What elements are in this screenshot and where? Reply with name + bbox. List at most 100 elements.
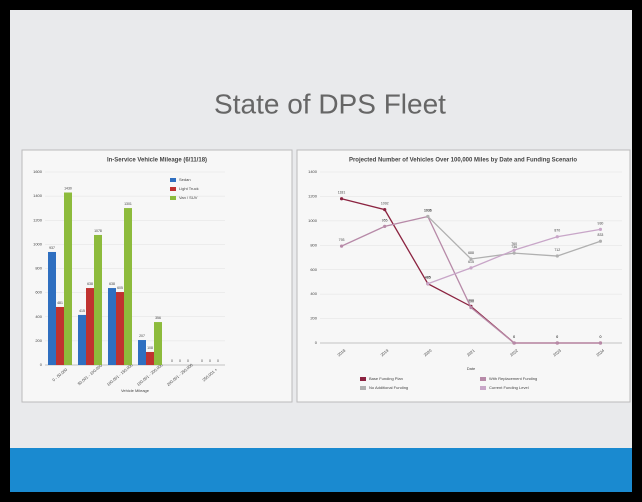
value-label: 955 xyxy=(382,218,388,222)
legend-label: Light Truck xyxy=(179,186,199,191)
value-label: 1301 xyxy=(124,202,132,206)
y-tick-label: 1000 xyxy=(33,241,43,246)
legend-swatch xyxy=(170,178,176,182)
bar xyxy=(48,252,56,365)
value-label: 485 xyxy=(425,276,431,280)
chart-title: In-Service Vehicle Mileage (6/11/18) xyxy=(107,158,207,164)
point xyxy=(340,197,343,200)
y-tick-label: 600 xyxy=(35,290,42,295)
x-axis-label: Vehicle Mileage xyxy=(121,388,150,393)
bar xyxy=(56,307,64,365)
value-label: 0 xyxy=(217,359,219,363)
value-label: 0 xyxy=(201,359,203,363)
point xyxy=(426,282,429,285)
value-label: 605 xyxy=(117,286,123,290)
bar xyxy=(94,235,102,365)
value-label: 207 xyxy=(139,334,145,338)
point xyxy=(513,249,516,252)
legend-label: Current Funding Level xyxy=(489,385,529,390)
value-label: 0 xyxy=(171,359,173,363)
value-label: 1078 xyxy=(94,229,102,233)
point xyxy=(513,341,516,344)
value-label: 1036 xyxy=(424,208,432,212)
point xyxy=(513,252,516,255)
bar xyxy=(146,352,154,365)
legend-label: Sedan xyxy=(179,177,191,182)
legend-swatch xyxy=(480,377,486,381)
legend-label: Van / SUV xyxy=(179,195,198,200)
y-tick-label: 400 xyxy=(310,291,317,296)
value-label: 688 xyxy=(468,251,474,255)
legend-label: Base Funding Plan xyxy=(369,376,403,381)
value-label: 638 xyxy=(109,282,115,286)
bar xyxy=(124,208,132,365)
legend-label: No Additional Funding xyxy=(369,385,408,390)
value-label: 0 xyxy=(599,335,601,339)
chart-frame xyxy=(297,150,630,402)
y-tick-label: 1400 xyxy=(308,169,318,174)
legend-label: With Replacement Funding xyxy=(489,376,537,381)
point xyxy=(469,266,472,269)
bar xyxy=(78,315,86,365)
y-tick-label: 1200 xyxy=(33,217,43,222)
legend-swatch xyxy=(480,386,486,390)
bar xyxy=(138,340,146,365)
value-label: 1430 xyxy=(64,186,72,190)
point xyxy=(469,306,472,309)
x-axis-label: Date xyxy=(467,366,476,371)
value-label: 760 xyxy=(511,242,517,246)
point xyxy=(340,245,343,248)
legend-swatch xyxy=(170,196,176,200)
value-label: 930 xyxy=(598,221,604,225)
value-label: 1092 xyxy=(381,202,389,206)
point xyxy=(556,341,559,344)
y-tick-label: 800 xyxy=(310,242,317,247)
value-label: 712 xyxy=(554,248,560,252)
value-label: 937 xyxy=(49,246,55,250)
chart-title: Projected Number of Vehicles Over 100,00… xyxy=(349,158,577,164)
value-label: 356 xyxy=(155,316,161,320)
point xyxy=(383,225,386,228)
point xyxy=(556,254,559,257)
point xyxy=(599,341,602,344)
value-label: 415 xyxy=(79,309,85,313)
bar xyxy=(86,288,94,365)
value-label: 0 xyxy=(209,359,211,363)
legend-swatch xyxy=(360,377,366,381)
point xyxy=(556,235,559,238)
point xyxy=(426,215,429,218)
slide: State of DPS Fleet In-Service Vehicle Mi… xyxy=(0,0,642,502)
value-label: 638 xyxy=(87,282,93,286)
bar xyxy=(116,292,124,365)
y-tick-label: 1600 xyxy=(33,169,43,174)
value-label: 793 xyxy=(339,238,345,242)
slide-title: State of DPS Fleet xyxy=(214,88,446,119)
value-label: 0 xyxy=(179,359,181,363)
page: State of DPS Fleet In-Service Vehicle Mi… xyxy=(0,0,642,502)
bar xyxy=(108,288,116,365)
point xyxy=(599,240,602,243)
bar xyxy=(64,193,72,365)
bar xyxy=(154,322,162,365)
value-label: 108 xyxy=(147,346,153,350)
footer-band xyxy=(10,448,632,492)
value-label: 870 xyxy=(554,229,560,233)
value-label: 0 xyxy=(556,335,558,339)
y-tick-label: 1000 xyxy=(308,218,318,223)
value-label: 0 xyxy=(187,359,189,363)
value-label: 1181 xyxy=(338,191,346,195)
legend-swatch xyxy=(360,386,366,390)
value-label: 615 xyxy=(468,260,474,264)
y-tick-label: 1200 xyxy=(308,193,318,198)
y-tick-label: 200 xyxy=(35,338,42,343)
y-tick-label: 800 xyxy=(35,266,42,271)
value-label: 833 xyxy=(598,233,604,237)
value-label: 481 xyxy=(57,301,63,305)
y-tick-label: 600 xyxy=(310,267,317,272)
value-label: 0 xyxy=(513,335,515,339)
legend-swatch xyxy=(170,187,176,191)
y-tick-label: 400 xyxy=(35,314,42,319)
point xyxy=(599,228,602,231)
point xyxy=(383,208,386,211)
y-tick-label: 200 xyxy=(310,316,317,321)
